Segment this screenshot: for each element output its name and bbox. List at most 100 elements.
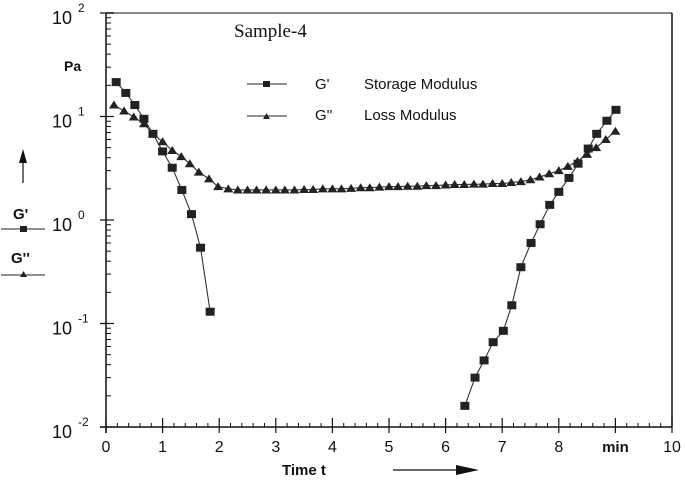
triangle-marker: [374, 182, 385, 191]
square-marker: [611, 105, 621, 114]
triangle-marker: [167, 145, 178, 154]
triangle-marker: [232, 185, 243, 194]
square-marker: [186, 210, 196, 219]
square-marker: [488, 338, 498, 347]
triangle-marker: [289, 185, 300, 194]
triangle-marker: [572, 156, 583, 165]
square-marker: [177, 185, 187, 194]
triangle-marker: [157, 137, 168, 146]
y-tick-label: 10: [52, 112, 72, 132]
triangle-marker: [600, 134, 611, 143]
triangle-marker: [610, 126, 621, 135]
triangle-marker: [544, 169, 555, 178]
x-tick-label: 2: [215, 439, 224, 456]
square-marker: [498, 326, 508, 335]
square-marker: [592, 129, 602, 138]
triangle-marker: [477, 179, 488, 188]
square-marker: [121, 88, 131, 97]
triangle-marker: [591, 143, 602, 152]
triangle-marker: [251, 185, 262, 194]
triangle-marker: [440, 180, 451, 189]
triangle-marker: [119, 106, 130, 115]
triangle-marker: [223, 184, 234, 193]
legend-symbol: G'': [315, 107, 333, 124]
legend-label: Storage Modulus: [364, 76, 477, 93]
triangle-marker: [355, 183, 366, 192]
x-tick-label: 0: [102, 439, 111, 456]
y-tick-exponent: 2: [78, 1, 85, 15]
square-marker: [583, 144, 593, 153]
triangle-marker: [364, 183, 375, 192]
square-marker: [470, 373, 480, 382]
y-label-gprime: G': [13, 206, 28, 223]
triangle-marker-icon: [263, 113, 270, 119]
x-tick-label: 8: [554, 439, 563, 456]
x-tick-label: 5: [385, 439, 394, 456]
series-loss-modulus: [108, 100, 621, 194]
y-tick-label: 10: [52, 422, 72, 442]
legend: G' Storage Modulus G'' Loss Modulus: [247, 76, 477, 124]
y-tick-exponent: 1: [78, 105, 85, 119]
triangle-marker: [193, 167, 204, 176]
chart-title: Sample-4: [234, 21, 307, 42]
triangle-marker: [487, 179, 498, 188]
y-tick-exponent: -2: [78, 415, 89, 429]
triangle-marker: [459, 180, 470, 189]
triangle-marker: [108, 100, 119, 109]
triangle-marker: [430, 181, 441, 190]
triangle-marker: [412, 181, 423, 190]
legend-label: Loss Modulus: [364, 107, 457, 124]
square-marker: [545, 200, 555, 209]
triangle-marker: [261, 185, 272, 194]
triangle-marker: [515, 177, 526, 186]
square-marker: [564, 173, 574, 182]
triangle-marker: [147, 129, 158, 138]
triangle-marker: [468, 179, 479, 188]
triangle-marker: [506, 178, 517, 187]
y-tick-label: 10: [52, 215, 72, 235]
square-marker: [111, 78, 121, 87]
triangle-marker: [308, 185, 319, 194]
triangle-marker: [176, 152, 187, 161]
y-axis-ticks: 10 -2 10 -1 10 0 10 1 10 2: [52, 1, 114, 442]
y-tick-label: 10: [52, 319, 72, 339]
square-marker: [130, 101, 140, 110]
triangle-marker: [336, 184, 347, 193]
up-arrowhead-icon: [19, 149, 27, 163]
triangle-marker: [421, 181, 432, 190]
square-marker: [479, 356, 489, 365]
x-axis-ticks: 0 1 2 3 4 5 6 7 8 min 10: [102, 418, 681, 456]
square-marker-icon: [20, 226, 27, 232]
x-axis-label: Time t: [282, 462, 326, 478]
triangle-marker: [138, 119, 149, 128]
triangle-marker: [270, 185, 281, 194]
square-marker: [460, 401, 470, 410]
y-tick-label: 10: [52, 8, 72, 28]
y-label-gdoubleprime: G'': [11, 250, 30, 267]
triangle-marker: [562, 161, 573, 170]
legend-item-loss-modulus: G'' Loss Modulus: [247, 107, 457, 124]
triangle-marker: [242, 185, 253, 194]
triangle-marker: [184, 159, 195, 168]
x-tick-label: 4: [328, 439, 337, 456]
data-series: [108, 78, 621, 410]
square-marker: [526, 238, 536, 247]
legend-item-storage-modulus: G' Storage Modulus: [247, 76, 477, 93]
triangle-marker: [317, 184, 328, 193]
triangle-marker: [393, 182, 404, 191]
series-storage-modulus: [111, 78, 621, 410]
x-tick-label: 10: [663, 439, 681, 456]
legend-symbol: G': [315, 76, 330, 93]
triangle-marker: [402, 181, 413, 190]
square-marker: [205, 307, 215, 316]
square-marker: [516, 263, 526, 272]
triangle-marker: [213, 182, 224, 191]
square-marker: [507, 301, 517, 310]
triangle-marker: [346, 183, 357, 192]
triangle-marker: [525, 175, 536, 184]
square-marker-icon: [263, 81, 270, 87]
triangle-marker: [449, 180, 460, 189]
triangle-marker: [582, 149, 593, 158]
x-tick-label: 6: [441, 439, 450, 456]
